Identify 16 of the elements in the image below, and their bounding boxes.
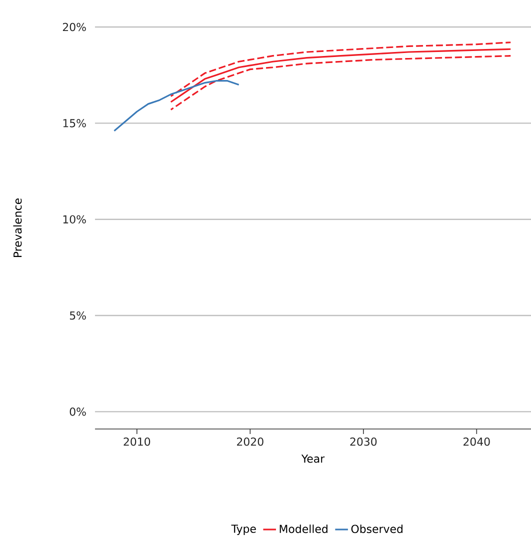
y-tick-label: 20%	[62, 22, 86, 32]
y-tick-label: 15%	[63, 119, 86, 128]
x-tick-label: 2010	[124, 438, 150, 446]
legend-label: Observed	[351, 524, 402, 534]
line-series	[170, 48, 512, 103]
legend-title: Type	[231, 524, 256, 536]
y-tick-label: 0%	[70, 408, 86, 416]
x-tick-label: 2030	[350, 438, 377, 446]
legend-label: Modelled	[280, 524, 328, 534]
x-tick-label: 2040	[464, 438, 490, 446]
x-axis-title: Year	[301, 454, 325, 463]
y-tick-label: 10%	[63, 215, 86, 224]
y-axis-title: Prevalence	[13, 198, 22, 257]
y-tick-label: 5%	[70, 311, 86, 320]
line-series	[170, 42, 512, 98]
x-tick-label: 2020	[237, 438, 264, 446]
